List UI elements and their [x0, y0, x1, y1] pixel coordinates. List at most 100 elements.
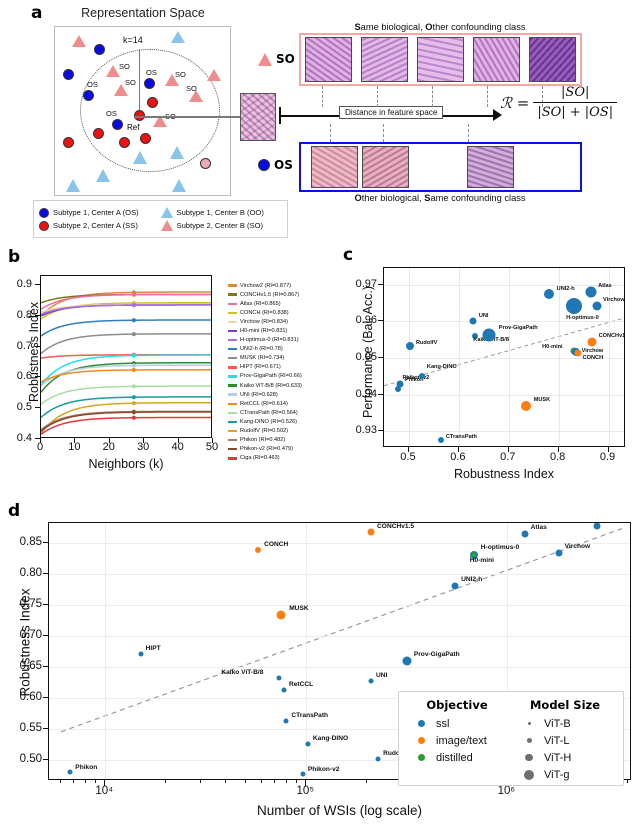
scatter-point-ctranspath[interactable] [283, 718, 289, 724]
panel-b-legend-item[interactable]: Virchow (RI=0.834) [228, 317, 338, 326]
scatter-point-conch[interactable] [574, 349, 582, 357]
legend-size-item[interactable]: ViT-L [511, 732, 619, 749]
scatter-point-kaiko-vit-b-8[interactable] [472, 332, 479, 339]
panel-b-legend-item[interactable]: RetCCL (RI=0.614) [228, 399, 338, 408]
panel-b-legend-item[interactable]: RudolfV (RI=0.502) [228, 427, 338, 436]
panel-d-x-minor-tick [164, 780, 166, 783]
scatter-point-prov-gigapath[interactable] [402, 656, 412, 666]
legend-label: Kaiko ViT-B/8 (RI=0.633) [240, 382, 302, 389]
scatter-point-uni[interactable] [368, 678, 374, 684]
os-tile-2 [362, 146, 409, 188]
panel-b-legend-item[interactable]: Kaiko ViT-B/8 (RI=0.633) [228, 381, 338, 390]
scatter-label: HIPT [145, 645, 161, 653]
so-tile-4 [473, 37, 520, 82]
panel-b-x-tick [40, 438, 41, 443]
panel-c-x-tick [457, 447, 459, 452]
panel-b-legend-item[interactable]: Atlas (RI=0.865) [228, 299, 338, 308]
legend-label: Subtype 2, Center A (SS) [53, 221, 138, 230]
os-tile-group [299, 142, 582, 192]
scatter-point-conchv1-5[interactable] [367, 528, 375, 536]
scatter-point-virchow2[interactable] [593, 523, 601, 530]
rs-point-circle [200, 158, 211, 169]
gridline-horizontal [384, 321, 624, 323]
legend-size-dot [524, 769, 534, 780]
scatter-label: UNI [376, 671, 388, 679]
panel-b-legend-item[interactable]: CONCHv1.5 (RI=0.867) [228, 290, 338, 299]
panel-b-legend-item[interactable]: CTransPath (RI=0.564) [228, 408, 338, 417]
panel-b-legend-item[interactable]: UNI2-h (RI=0.78) [228, 345, 338, 354]
panel-d-x-tick [104, 780, 106, 786]
scatter-point-virchow[interactable] [555, 549, 563, 557]
legend-objective-item[interactable]: image/text [403, 732, 511, 749]
legend-size-item[interactable]: ViT-B [511, 715, 619, 732]
scatter-point-uni2-h[interactable] [543, 289, 554, 300]
scatter-label: CONCHv1.5 [598, 333, 625, 340]
panel-b-y-tick-label: 0.5 [16, 401, 32, 414]
robustness-index-formula: ℛ = |SO| |SO| + |OS| [500, 85, 640, 120]
panel-b-legend-item[interactable]: Phikon-v2 (RI=0.479) [228, 445, 338, 454]
scatter-point-phikon-v2[interactable] [300, 771, 306, 777]
scatter-point-ctranspath[interactable] [437, 436, 444, 443]
scatter-point-atlas[interactable] [521, 530, 529, 538]
scatter-point-uni2-h[interactable] [451, 582, 459, 590]
gridline-horizontal [384, 431, 624, 433]
representation-space-plot: k=14 SO OS SO SO OS SO Ref OS SO [54, 26, 231, 196]
legend-marker [521, 738, 537, 743]
panel-b-legend-item[interactable]: MUSK (RI=0.734) [228, 354, 338, 363]
marker-retccl [131, 367, 136, 373]
scatter-point-retccl[interactable] [281, 687, 287, 693]
panel-b-legend-item[interactable]: UNI (RI=0.628) [228, 390, 338, 399]
scatter-point-phikon-v2[interactable] [395, 386, 402, 393]
panel-d-y-tick [43, 759, 48, 761]
rs-point-triangle [165, 74, 179, 86]
legend-size-item[interactable]: ViT-H [511, 749, 619, 766]
panel-b-legend-item[interactable]: Phikon (RI=0.482) [228, 436, 338, 445]
scatter-point-atlas[interactable] [585, 286, 597, 298]
scatter-point-musk[interactable] [520, 400, 531, 411]
rs-point-triangle [66, 179, 80, 192]
scatter-label: MUSK [533, 396, 551, 403]
legend-label: Kang-DINO (RI=0.526) [240, 418, 298, 425]
panel-b-legend-item[interactable]: H0-mini (RI=0.831) [228, 326, 338, 335]
scatter-point-conchv1-5[interactable] [587, 337, 597, 347]
legend-size-item[interactable]: ViT-g [511, 766, 619, 783]
panel-b-legend-item[interactable]: Prov-GigaPath (RI=0.66) [228, 372, 338, 381]
panel-b-legend-item[interactable]: Virchow2 (RI=0.877) [228, 281, 338, 290]
scatter-point-uni[interactable] [469, 317, 477, 325]
panel-c-y-tick [378, 320, 383, 322]
legend-item-subtype1-centerB: Subtype 1, Center B (OO) [160, 207, 283, 218]
scatter-label: Kang-DINO [312, 735, 349, 743]
marker-prov-gigapath [131, 353, 136, 358]
panel-b-legend-item[interactable]: Kang-DINO (RI=0.526) [228, 417, 338, 426]
dashed-link [377, 86, 378, 107]
scatter-point-kang-dino[interactable] [418, 373, 425, 379]
panel-b-legend-item[interactable]: HIPT (RI=0.671) [228, 363, 338, 372]
marker-phikon-v2 [131, 410, 136, 415]
scatter-point-h0-mini[interactable] [471, 552, 477, 558]
scatter-point-h-optimus-0[interactable] [566, 298, 583, 315]
panel-d-y-tick [43, 697, 48, 699]
scatter-point-virchow2[interactable] [592, 301, 602, 311]
triangle-icon [258, 52, 272, 66]
os-caption: Other biological, Same confounding class [300, 193, 580, 203]
scatter-point-hipt[interactable] [138, 651, 144, 657]
scatter-point-phikon[interactable] [67, 769, 73, 775]
panel-b-legend-item[interactable]: H-optimus-0 (RI=0.831) [228, 336, 338, 345]
panel-b-legend-item[interactable]: CONCH (RI=0.838) [228, 308, 338, 317]
scatter-point-kaiko-vit-b-8[interactable] [276, 675, 282, 681]
scatter-label: Virchow [564, 542, 591, 550]
legend-objective-item[interactable]: distilled [403, 749, 511, 766]
formula-fraction: |SO| |SO| + |OS| [533, 85, 618, 120]
scatter-point-rudolfv[interactable] [375, 756, 381, 762]
scatter-point-prov-gigapath[interactable] [482, 328, 496, 342]
scatter-point-musk[interactable] [276, 610, 286, 620]
panel-d-y-tick [43, 666, 48, 668]
scatter-point-rudolfv[interactable] [405, 341, 414, 350]
panel-b-legend-item[interactable]: Ciga (RI=0.463) [228, 454, 338, 463]
scatter-point-kang-dino[interactable] [305, 741, 311, 747]
scatter-point-phikon[interactable] [396, 380, 404, 388]
legend-color-swatch [228, 411, 237, 415]
legend-objective-item[interactable]: ssl [403, 715, 511, 732]
panel-d-y-tick [43, 572, 48, 574]
scatter-point-conch[interactable] [255, 547, 262, 554]
